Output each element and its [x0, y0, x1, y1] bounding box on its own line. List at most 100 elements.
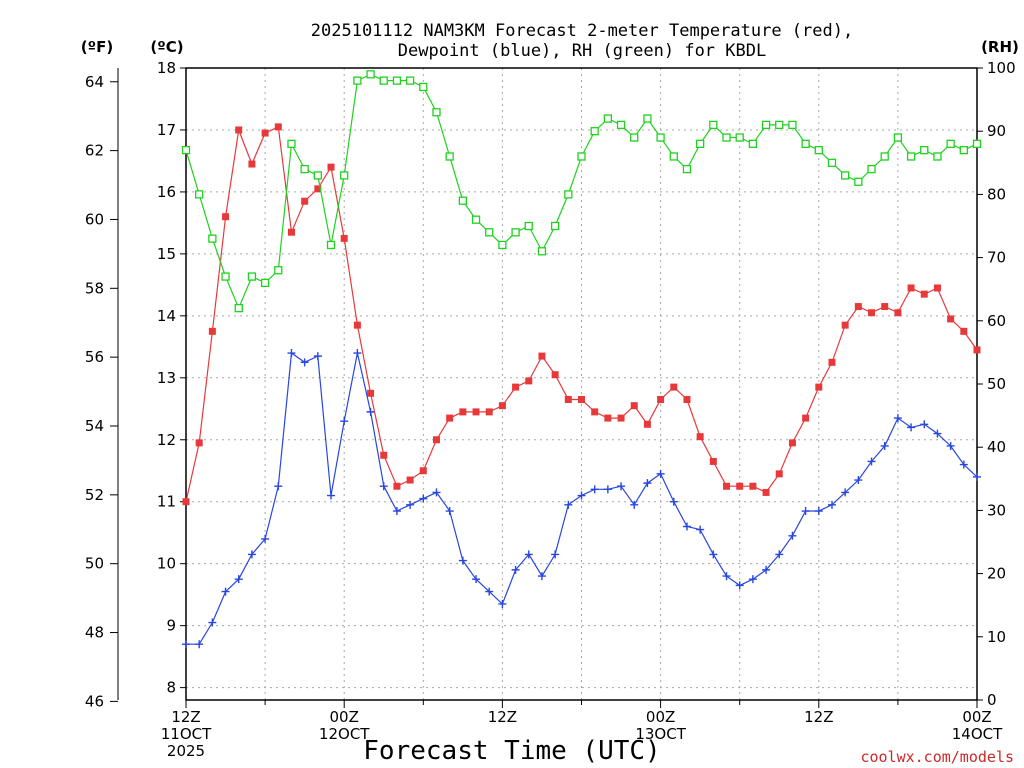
fahrenheit-tick-label: 62 [85, 142, 104, 160]
temperature-point [301, 197, 309, 205]
rh-point [419, 82, 428, 92]
dewpoint-point [458, 556, 467, 565]
celsius-tick-label: 18 [157, 59, 176, 77]
rh-point [181, 146, 191, 155]
dewpoint-point [814, 507, 823, 516]
temperature-point [551, 371, 559, 379]
x-tick-label: 00Z [646, 708, 675, 726]
data-series [181, 70, 982, 649]
dewpoint-point [247, 550, 256, 559]
dewpoint-point [287, 349, 296, 358]
dewpoint-point [973, 472, 981, 481]
temperature-point [881, 303, 889, 311]
temperature-point [933, 284, 941, 292]
temperature-point [274, 123, 282, 131]
rh-point [537, 247, 547, 256]
fahrenheit-tick-label: 64 [85, 73, 104, 91]
x-axis-title: Forecast Time (UTC) [363, 736, 660, 766]
celsius-unit-label: (ºC) [150, 38, 183, 56]
temperature-point [657, 395, 665, 403]
temperature-point [973, 346, 981, 354]
temperature-point [446, 414, 454, 422]
temperature-point [261, 129, 269, 137]
rh-point [788, 120, 797, 130]
rh-point [841, 171, 850, 180]
x-tick-label: 12OCT [319, 725, 370, 743]
dewpoint-point [221, 587, 230, 596]
temperature-point [432, 436, 440, 444]
dewpoint-point [406, 500, 415, 509]
dewpoint-point [327, 491, 336, 500]
rh-point [550, 221, 560, 231]
temperature-point [815, 383, 823, 391]
dewpoint-point [195, 640, 204, 649]
rh-point [867, 164, 876, 174]
temperature-point [393, 482, 401, 490]
rh-point [379, 76, 388, 85]
x-tick-label: 00Z [330, 708, 359, 726]
dewpoint-point [603, 485, 612, 494]
dewpoint-point [775, 550, 784, 559]
x-tick-label: 2025 [167, 742, 205, 760]
dewpoint-point [472, 575, 481, 584]
rh-point [287, 139, 296, 148]
rh-point [445, 152, 454, 161]
dewpoint-point [907, 423, 916, 432]
temperature-point [340, 234, 348, 242]
temperature-point [709, 457, 717, 465]
rh-point [669, 152, 678, 161]
dewpoint-point [643, 479, 652, 488]
dewpoint-point [537, 572, 546, 581]
rh-point [247, 272, 257, 281]
rh-point [313, 171, 322, 180]
celsius-tick-label: 12 [157, 431, 176, 449]
dewpoint-point [788, 531, 797, 540]
temperature-point [353, 321, 361, 329]
dewpoint-point [854, 476, 863, 485]
dewpoint-point [933, 429, 942, 438]
rh-point [946, 139, 955, 148]
x-tick-label: 14OCT [952, 725, 1003, 743]
temperature-point [472, 408, 480, 416]
celsius-tick-label: 14 [157, 307, 176, 325]
rh-point [392, 76, 402, 85]
rh-tick-label: 90 [987, 122, 1006, 140]
temperature-point [248, 160, 256, 168]
rh-point [735, 133, 744, 142]
temperature-point [182, 498, 190, 506]
rh-tick-label: 100 [987, 59, 1016, 77]
rh-point [234, 304, 243, 313]
rh-point [498, 240, 507, 250]
rh-point [577, 152, 586, 161]
dewpoint-point [920, 420, 929, 429]
fahrenheit-unit-label: (ºF) [81, 38, 113, 56]
dewpoint-point [379, 482, 388, 491]
temperature-point [736, 482, 744, 490]
fahrenheit-tick-label: 50 [85, 555, 104, 573]
dewpoint-point [669, 497, 678, 506]
rh-point [221, 272, 230, 281]
rh-point [709, 120, 718, 130]
x-tick-label: 13OCT [635, 725, 686, 743]
temperature-point [287, 228, 295, 236]
rh-tick-label: 40 [987, 438, 1006, 456]
rh-point [722, 133, 731, 142]
temperature-point [380, 451, 388, 459]
credit-text: coolwx.com/models [860, 748, 1014, 766]
temperature-point [894, 309, 902, 317]
dewpoint-point [735, 581, 744, 590]
rh-point [696, 139, 705, 148]
axes: 46 48 50 52 54 56 58 60 62 64 8 9 10 11 12 13 14 15 16 17 18… [85, 59, 1016, 760]
temperature-point [854, 303, 862, 311]
chart-title-line1: 2025101112 NAM3KM Forecast 2-meter Tempe… [311, 21, 853, 41]
fahrenheit-tick-label: 52 [85, 486, 104, 504]
temperature-point [512, 383, 520, 391]
dewpoint-point [893, 414, 902, 423]
celsius-tick-label: 8 [166, 679, 176, 697]
dewpoint-point [234, 575, 243, 584]
temperature-point [208, 327, 216, 335]
celsius-tick-label: 11 [157, 493, 176, 511]
grid-lines [186, 67, 977, 700]
temperature-point [406, 476, 414, 484]
